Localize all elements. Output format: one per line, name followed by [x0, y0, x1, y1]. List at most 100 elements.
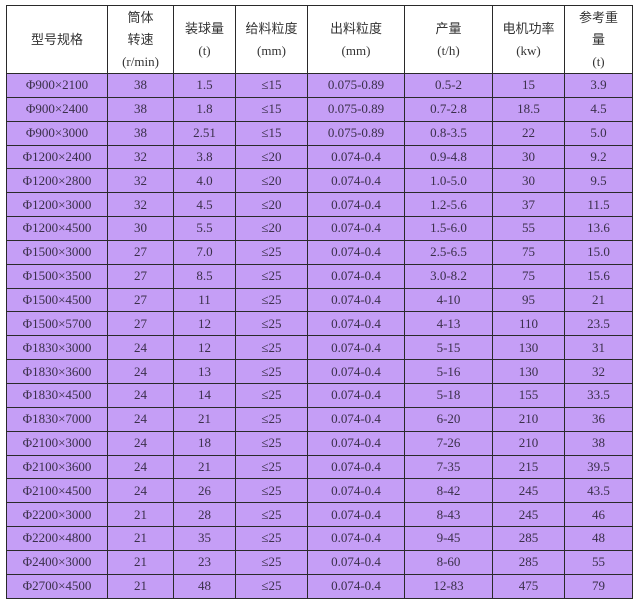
table-cell: 15 [492, 73, 565, 98]
table-cell: 26 [173, 478, 236, 504]
table-row: Φ2100×4500 24 26 ≤25 0.074-0.4 8-42 245 43.5 [6, 478, 633, 504]
table-body: Φ900×2100 38 1.5 ≤15 0.075-0.89 0.5-2 15 3.9 Φ90… [6, 73, 633, 599]
table-cell: 24 [107, 430, 174, 456]
column-header-line: 参考重 [578, 9, 618, 25]
table-cell: 0.075-0.89 [307, 73, 405, 98]
model-cell: Φ1200×2800 [6, 168, 108, 194]
model-cell: Φ2100×3000 [6, 430, 108, 456]
table-cell: 37 [492, 192, 565, 218]
table-cell: 75 [492, 263, 565, 289]
model-cell: Φ1200×2400 [6, 144, 108, 170]
column-header-line: (kw) [516, 42, 541, 58]
table-cell: 24 [107, 454, 174, 480]
table-cell: 3.8 [173, 144, 236, 170]
table-cell: 5-18 [404, 382, 493, 408]
table-cell: ≤20 [235, 216, 308, 241]
table-cell: 9-45 [404, 526, 493, 551]
model-cell: Φ2700×4500 [6, 573, 108, 599]
table-row: Φ1200×3000 32 4.5 ≤20 0.074-0.4 1.2-5.6 37 11.5 [6, 192, 633, 218]
table-cell: 48 [173, 573, 236, 599]
table-cell: 1.5 [173, 73, 236, 98]
table-cell: 38 [564, 430, 633, 456]
table-cell: ≤25 [235, 382, 308, 408]
table-cell: ≤25 [235, 263, 308, 289]
table-cell: 21 [564, 287, 633, 313]
model-cell: Φ2400×3000 [6, 549, 108, 575]
table-cell: 7-35 [404, 454, 493, 480]
table-cell: 3.9 [564, 73, 633, 98]
model-cell: Φ1830×3000 [6, 335, 108, 361]
table-cell: 0.074-0.4 [307, 168, 405, 194]
table-cell: 7.0 [173, 239, 236, 265]
table-cell: 285 [492, 526, 565, 551]
table-cell: 0.074-0.4 [307, 192, 405, 218]
table-cell: 0.074-0.4 [307, 359, 405, 384]
table-cell: 43.5 [564, 478, 633, 504]
table-cell: 130 [492, 359, 565, 384]
table-row: Φ900×2400 38 1.8 ≤15 0.075-0.89 0.7-2.8 18.5 4.… [6, 96, 633, 122]
table-row: Φ900×3000 38 2.51 ≤15 0.075-0.89 0.8-3.5 22 5.0 [6, 120, 633, 146]
table-cell: 21 [107, 573, 174, 599]
table-cell: 27 [107, 239, 174, 265]
column-header-line: 型号规格 [30, 31, 83, 47]
table-cell: ≤25 [235, 406, 308, 432]
table-cell: 6-20 [404, 406, 493, 432]
model-cell: Φ2100×3600 [6, 454, 108, 480]
model-cell: Φ900×2100 [6, 73, 108, 98]
table-cell: 14 [173, 382, 236, 408]
table-cell: 8-43 [404, 502, 493, 528]
table-cell: 0.074-0.4 [307, 335, 405, 361]
table-cell: 0.074-0.4 [307, 263, 405, 289]
table-cell: ≤20 [235, 168, 308, 194]
table-cell: 36 [564, 406, 633, 432]
table-cell: ≤25 [235, 526, 308, 551]
table-cell: 31 [564, 335, 633, 361]
table-cell: 11.5 [564, 192, 633, 218]
table-cell: 39.5 [564, 454, 633, 480]
table-cell: 11 [173, 287, 236, 313]
table-cell: 1.2-5.6 [404, 192, 493, 218]
model-cell: Φ1200×4500 [6, 216, 108, 241]
table-cell: 27 [107, 263, 174, 289]
table-row: Φ2400×3000 21 23 ≤25 0.074-0.4 8-60 285 55 [6, 549, 633, 575]
table-cell: 130 [492, 335, 565, 361]
table-cell: 23.5 [564, 311, 633, 337]
table-cell: 30 [492, 168, 565, 194]
table-cell: ≤25 [235, 287, 308, 313]
column-header-line: (t) [198, 42, 211, 58]
table-cell: 27 [107, 311, 174, 337]
table-cell: 48 [564, 526, 633, 551]
table-row: Φ1200×4500 30 5.5 ≤20 0.074-0.4 1.5-6.0 55 13.6 [6, 216, 633, 241]
model-cell: Φ1500×3000 [6, 239, 108, 265]
table-cell: 12-83 [404, 573, 493, 599]
model-cell: Φ1830×4500 [6, 382, 108, 408]
table-cell: 18.5 [492, 96, 565, 122]
table-cell: 38 [107, 73, 174, 98]
table-cell: 27 [107, 287, 174, 313]
table-row: Φ1200×2400 32 3.8 ≤20 0.074-0.4 0.9-4.8 30 9.2 [6, 144, 633, 170]
model-cell: Φ1500×4500 [6, 287, 108, 313]
column-header-line: 产量 [435, 20, 462, 36]
model-cell: Φ1830×3600 [6, 359, 108, 384]
column-header-line: 量 [591, 31, 605, 47]
table-row: Φ1500×3000 27 7.0 ≤25 0.074-0.4 2.5-6.5 75 15.0 [6, 239, 633, 265]
table-cell: 0.074-0.4 [307, 287, 405, 313]
table-cell: ≤15 [235, 96, 308, 122]
table-cell: 8-42 [404, 478, 493, 504]
table-cell: 3.0-8.2 [404, 263, 493, 289]
table-cell: 79 [564, 573, 633, 599]
table-cell: 0.7-2.8 [404, 96, 493, 122]
table-cell: 55 [564, 549, 633, 575]
table-row: Φ2200×4800 21 35 ≤25 0.074-0.4 9-45 285 48 [6, 526, 633, 551]
model-cell: Φ1500×3500 [6, 263, 108, 289]
table-cell: 15.0 [564, 239, 633, 265]
table-cell: ≤20 [235, 192, 308, 218]
model-cell: Φ1200×3000 [6, 192, 108, 218]
model-cell: Φ2100×4500 [6, 478, 108, 504]
column-header: 产量 (t/h) [404, 5, 493, 74]
column-header: 型号规格 [6, 5, 108, 74]
table-cell: 0.074-0.4 [307, 502, 405, 528]
table-cell: 21 [173, 454, 236, 480]
table-row: Φ1500×4500 27 11 ≤25 0.074-0.4 4-10 95 21 [6, 287, 633, 313]
column-header-line: 筒体 [127, 9, 154, 25]
